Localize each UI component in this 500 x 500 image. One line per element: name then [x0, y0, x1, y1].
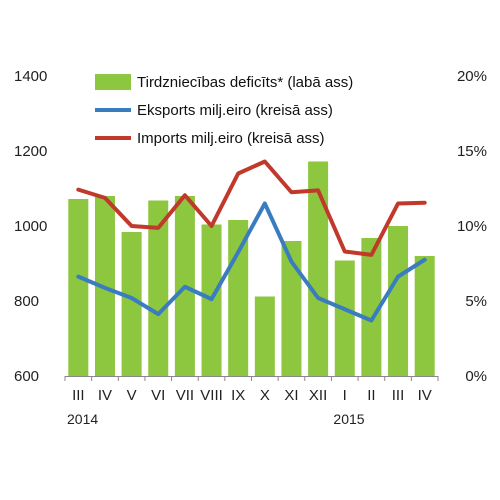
x-tick-label: XII: [309, 387, 327, 404]
x-tick-label: III: [72, 387, 85, 404]
right-tick-label: 15%: [457, 143, 487, 160]
x-tick-label: VII: [176, 387, 194, 404]
year-label: 2015: [333, 411, 364, 427]
year-label: 2014: [67, 411, 98, 427]
left-tick-label: 1200: [14, 143, 47, 160]
eksports-line: [76, 201, 427, 323]
right-tick-label: 10%: [457, 218, 487, 235]
deficit-bar-0: [68, 199, 89, 376]
lines-layer: [76, 159, 427, 323]
deficit-bar-8: [281, 241, 302, 376]
legend-label: Imports milj.eiro (kreisā ass): [137, 130, 325, 147]
right-axis: 0% 5% 10% 15% 20%: [457, 68, 487, 385]
left-tick-label: 1400: [14, 68, 47, 85]
legend-swatch-deficit: [95, 74, 131, 90]
imports-line: [76, 159, 427, 257]
legend-label: Tirdzniecības deficīts* (labā ass): [137, 74, 353, 91]
x-tick-label: VIII: [200, 387, 223, 404]
x-tick-label: IV: [98, 387, 112, 404]
left-tick-label: 1000: [14, 218, 47, 235]
deficit-bar-7: [254, 296, 275, 376]
legend-label: Eksports milj.eiro (kreisā ass): [137, 102, 333, 119]
deficit-bar-12: [388, 226, 409, 376]
x-tick-label: V: [127, 387, 137, 404]
x-tick-label: IX: [231, 387, 245, 404]
year-labels: 2014 2015: [67, 411, 365, 427]
x-tick-label: II: [367, 387, 375, 404]
x-axis: III IV V VI VII VIII IX X XI XII I II III IV: [64, 376, 439, 404]
x-tick-label: X: [260, 387, 270, 404]
left-axis: 600 800 1000 1200 1400: [14, 68, 47, 385]
deficit-bar-10: [334, 260, 355, 376]
deficit-bar-3: [148, 200, 169, 376]
x-tick-label: VI: [151, 387, 165, 404]
left-tick-label: 600: [14, 368, 39, 385]
x-tick-label: IV: [418, 387, 432, 404]
bars-layer: [68, 161, 435, 376]
legend: Tirdzniecības deficīts* (labā ass) Ekspor…: [95, 74, 353, 147]
deficit-bar-9: [308, 161, 329, 376]
deficit-bar-11: [361, 238, 382, 376]
right-tick-label: 20%: [457, 68, 487, 85]
right-tick-label: 0%: [465, 368, 487, 385]
deficit-bar-13: [414, 256, 435, 376]
left-tick-label: 800: [14, 293, 39, 310]
x-tick-label: III: [392, 387, 405, 404]
x-tick-label: I: [343, 387, 347, 404]
deficit-bar-2: [121, 232, 142, 376]
x-tick-label: XI: [284, 387, 298, 404]
right-tick-label: 5%: [465, 293, 487, 310]
